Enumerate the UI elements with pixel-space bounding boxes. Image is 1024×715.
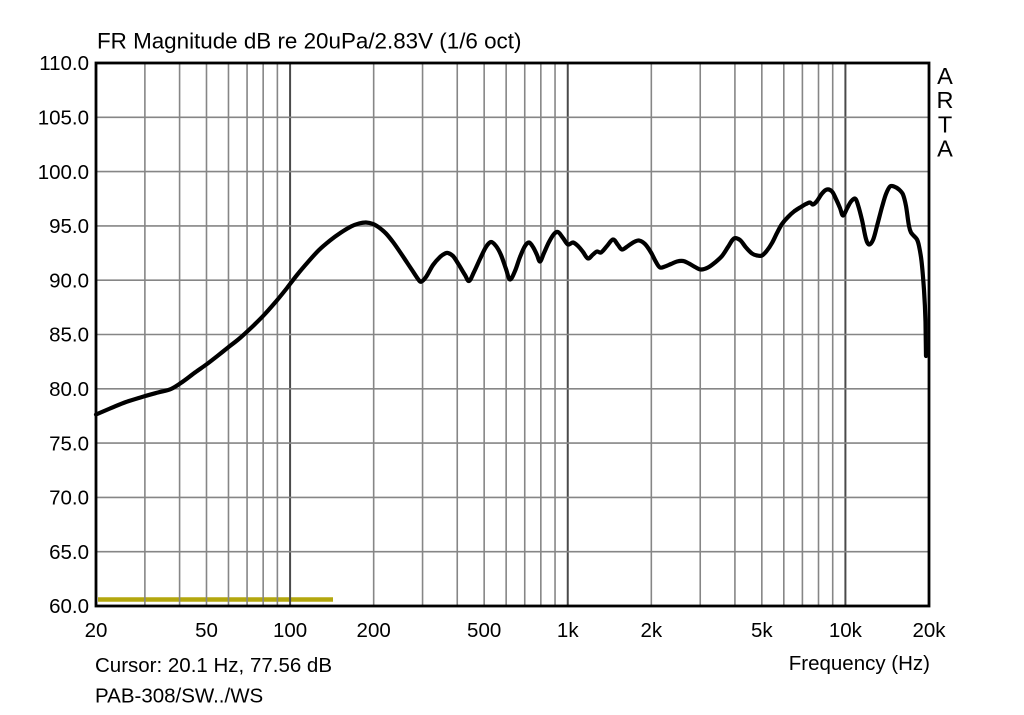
svg-text:50: 50 xyxy=(195,619,218,642)
svg-text:A: A xyxy=(937,136,953,162)
svg-text:FR Magnitude dB re 20uPa/2.83V: FR Magnitude dB re 20uPa/2.83V (1/6 oct) xyxy=(97,29,521,54)
svg-text:65.0: 65.0 xyxy=(49,541,89,564)
svg-text:A: A xyxy=(937,63,953,89)
svg-text:5k: 5k xyxy=(751,619,773,642)
svg-text:PAB-308/SW../WS: PAB-308/SW../WS xyxy=(95,685,263,708)
svg-text:20k: 20k xyxy=(912,619,946,642)
svg-text:110.0: 110.0 xyxy=(39,52,89,75)
svg-text:105.0: 105.0 xyxy=(38,107,89,130)
svg-text:100: 100 xyxy=(273,619,307,642)
svg-text:10k: 10k xyxy=(829,619,863,642)
svg-text:Frequency (Hz): Frequency (Hz) xyxy=(789,652,930,675)
svg-text:200: 200 xyxy=(357,619,391,642)
svg-text:90.0: 90.0 xyxy=(49,269,89,292)
svg-text:100.0: 100.0 xyxy=(38,161,89,184)
svg-text:20: 20 xyxy=(85,619,108,642)
svg-text:T: T xyxy=(938,111,952,137)
svg-text:500: 500 xyxy=(467,619,501,642)
svg-text:R: R xyxy=(937,87,954,113)
svg-text:85.0: 85.0 xyxy=(49,324,89,347)
svg-text:2k: 2k xyxy=(641,619,663,642)
svg-text:70.0: 70.0 xyxy=(49,487,89,510)
svg-text:75.0: 75.0 xyxy=(49,432,89,455)
svg-text:1k: 1k xyxy=(557,619,579,642)
svg-text:80.0: 80.0 xyxy=(49,378,89,401)
svg-text:95.0: 95.0 xyxy=(49,215,89,238)
svg-text:60.0: 60.0 xyxy=(49,595,89,618)
svg-text:Cursor: 20.1 Hz, 77.56 dB: Cursor: 20.1 Hz, 77.56 dB xyxy=(95,654,332,677)
